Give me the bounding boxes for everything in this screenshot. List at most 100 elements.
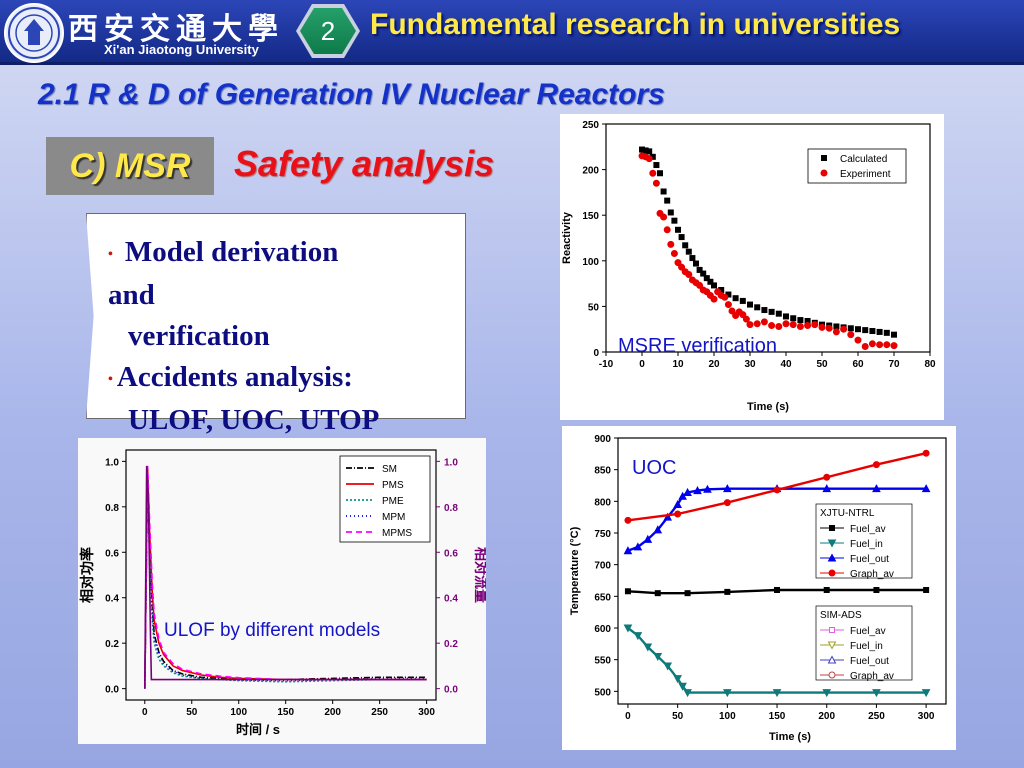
data-point bbox=[923, 587, 930, 593]
data-point bbox=[832, 328, 840, 336]
data-point bbox=[683, 689, 692, 698]
y-tick-label: 250 bbox=[582, 120, 599, 131]
data-point bbox=[724, 301, 732, 309]
data-point bbox=[782, 320, 790, 328]
data-point bbox=[753, 320, 761, 328]
y-axis-label: Temperature (°C) bbox=[569, 526, 581, 615]
data-point bbox=[667, 240, 675, 248]
data-point bbox=[684, 590, 691, 597]
data-point bbox=[643, 643, 653, 652]
x-tick-label: 0 bbox=[639, 359, 645, 370]
data-point bbox=[876, 341, 884, 349]
data-point bbox=[663, 662, 673, 671]
data-point bbox=[872, 461, 880, 469]
x-tick-label: 40 bbox=[780, 359, 792, 370]
y-tick-label: 100 bbox=[582, 257, 599, 268]
msre-chart: -10 0 10 20 30 40 50 60 70 80 0 50 100 150 200 250 Time … bbox=[560, 114, 944, 420]
x-axis-label: Time (s) bbox=[747, 401, 789, 413]
legend-label: Fuel_out bbox=[850, 656, 889, 667]
data-point bbox=[623, 624, 633, 633]
data-point bbox=[732, 295, 739, 302]
data-point bbox=[754, 304, 761, 311]
data-point bbox=[646, 148, 653, 155]
data-point bbox=[671, 217, 678, 224]
data-point bbox=[876, 328, 883, 335]
data-point bbox=[872, 484, 881, 493]
legend-label: Experiment bbox=[840, 169, 891, 180]
series-line bbox=[627, 588, 927, 595]
data-point bbox=[693, 260, 699, 267]
data-point bbox=[822, 689, 832, 698]
legend-label: PME bbox=[382, 496, 404, 507]
bullet-text-continuation: ULOF, UOC, UTOP bbox=[128, 403, 380, 436]
data-point bbox=[633, 542, 643, 551]
data-point bbox=[710, 295, 718, 303]
data-point bbox=[624, 516, 632, 524]
data-point bbox=[675, 226, 681, 233]
data-point bbox=[728, 307, 736, 315]
data-point bbox=[657, 170, 663, 177]
data-point bbox=[862, 327, 869, 334]
data-point bbox=[872, 689, 881, 698]
data-point bbox=[663, 226, 671, 234]
x-tick-label: 30 bbox=[744, 359, 756, 370]
data-point bbox=[685, 270, 693, 278]
bullet-text: Model derivation bbox=[124, 236, 339, 268]
series-line bbox=[143, 465, 427, 689]
data-point bbox=[678, 491, 687, 500]
y-axis-label: Reactivity bbox=[561, 211, 573, 264]
data-point bbox=[747, 301, 753, 308]
legend-label: Calculated bbox=[840, 154, 887, 165]
data-point bbox=[660, 213, 668, 221]
legend-label: Graph_av bbox=[850, 569, 894, 580]
data-point bbox=[678, 263, 686, 271]
y-tick-label: 600 bbox=[594, 624, 611, 635]
legend-title: SIM-ADS bbox=[820, 610, 862, 621]
data-point bbox=[649, 169, 657, 177]
data-point bbox=[653, 162, 660, 169]
series-line bbox=[143, 472, 427, 689]
data-point bbox=[883, 329, 890, 336]
legend-label: Fuel_out bbox=[850, 554, 889, 565]
legend-marker bbox=[820, 169, 828, 177]
y-tick-label: 0.2 bbox=[105, 639, 119, 650]
bullet-text-box bbox=[86, 213, 466, 419]
x-tick-label: 80 bbox=[924, 359, 936, 370]
legend-label: Fuel_in bbox=[850, 641, 883, 652]
data-point bbox=[789, 321, 797, 329]
data-point bbox=[664, 197, 671, 204]
data-point bbox=[682, 242, 689, 249]
data-point bbox=[825, 324, 833, 332]
y-tick-label: 750 bbox=[594, 529, 611, 540]
msre-chart-svg: -10 0 10 20 30 40 50 60 70 80050100150200250Time … bbox=[561, 120, 936, 413]
bullet-item-accidents: • Accidents analysis: bbox=[108, 357, 448, 400]
legend-marker bbox=[828, 569, 836, 577]
data-point bbox=[854, 336, 862, 344]
y-tick-label: 550 bbox=[594, 656, 611, 667]
data-point bbox=[674, 259, 682, 267]
ulof-chart-svg: 0 50 100 150 200 250 300 0.0 0.2 0.4 0.6 0.8 1.0 0.0 0… bbox=[79, 449, 489, 737]
slide-title: 2.1 R & D of Generation IV Nuclear React… bbox=[38, 78, 665, 111]
legend-marker bbox=[821, 155, 827, 161]
data-point bbox=[700, 270, 707, 277]
x-tick-label: 50 bbox=[816, 359, 828, 370]
data-point bbox=[723, 499, 731, 507]
university-emblem-icon bbox=[4, 3, 64, 63]
data-point bbox=[739, 297, 746, 304]
data-point bbox=[811, 321, 819, 329]
data-point bbox=[722, 689, 732, 698]
legend-label: Fuel_av bbox=[850, 524, 886, 535]
x-tick-label: 50 bbox=[672, 711, 684, 722]
data-point bbox=[772, 689, 782, 698]
data-point bbox=[861, 343, 869, 351]
data-point bbox=[660, 188, 667, 195]
data-point bbox=[804, 322, 812, 330]
data-point bbox=[761, 307, 768, 314]
x-tick-label: 0 bbox=[142, 707, 148, 718]
y-tick-label: 50 bbox=[588, 302, 600, 313]
data-point bbox=[724, 588, 731, 595]
x-tick-label: 150 bbox=[769, 711, 786, 722]
legend-marker bbox=[828, 671, 836, 679]
data-point bbox=[775, 322, 783, 330]
y-axis-label-right: 相对流量 bbox=[473, 547, 486, 603]
